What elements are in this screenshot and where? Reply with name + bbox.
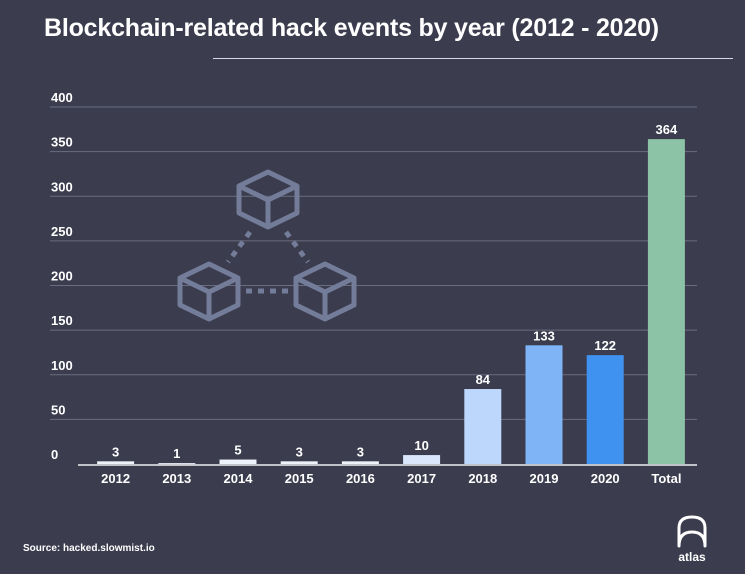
- data-label: 84: [476, 372, 491, 387]
- bar-2014: [219, 459, 257, 464]
- bar-chart: 0 50 100 150 200 250 300 350 400 3 1 5 3 3 10 84 133 122…: [50, 90, 697, 486]
- y-tick-label: 300: [51, 179, 73, 194]
- x-tick-label: 2018: [468, 471, 497, 486]
- y-tick-label: 50: [51, 402, 65, 417]
- x-tick-label: Total: [651, 471, 681, 486]
- chart-title: Blockchain-related hack events by year (…: [44, 14, 659, 42]
- bar-2018: [464, 389, 502, 464]
- data-label: 1: [173, 446, 180, 461]
- x-tick-label: 2014: [224, 471, 254, 486]
- data-label: 5: [234, 443, 241, 458]
- data-labels: 3 1 5 3 3 10 84 133 122 364: [112, 122, 678, 461]
- bar-total: [647, 139, 685, 464]
- bar-2015: [280, 461, 318, 464]
- atlas-logo-text: atlas: [678, 550, 706, 564]
- data-label: 133: [533, 328, 555, 343]
- data-label: 10: [414, 438, 428, 453]
- bar-2020: [586, 355, 624, 464]
- x-tick-label: 2017: [407, 471, 436, 486]
- data-label: 364: [656, 122, 678, 137]
- bar-2012: [97, 461, 135, 464]
- data-label: 3: [112, 444, 119, 459]
- source-note: Source: hacked.slowmist.io: [23, 543, 155, 554]
- x-tick-label: 2019: [530, 471, 559, 486]
- data-label: 3: [296, 444, 303, 459]
- x-tick-label: 2015: [285, 471, 314, 486]
- data-label: 3: [357, 444, 364, 459]
- title-divider: [213, 58, 733, 59]
- x-tick-label: 2012: [101, 471, 130, 486]
- x-tick-label: 2020: [591, 471, 620, 486]
- y-tick-label: 200: [51, 269, 73, 284]
- x-tick-label: 2016: [346, 471, 375, 486]
- y-tick-label: 400: [51, 90, 73, 105]
- atlas-logo-icon: atlas: [670, 514, 714, 568]
- x-tick-label: 2013: [162, 471, 191, 486]
- bar-2016: [341, 461, 379, 464]
- y-tick-label: 150: [51, 313, 73, 328]
- y-tick-label: 350: [51, 135, 73, 150]
- bar-2013: [158, 463, 196, 465]
- blockchain-cubes-icon: [177, 169, 357, 322]
- x-axis-ticks: 2012 2013 2014 2015 2016 2017 2018 2019 2020 Tota…: [101, 471, 681, 486]
- y-tick-label: 250: [51, 224, 73, 239]
- y-tick-label: 0: [51, 447, 58, 462]
- bar-2017: [403, 455, 441, 464]
- bars: [97, 139, 685, 465]
- bar-2019: [525, 345, 563, 464]
- y-axis-ticks: 0 50 100 150 200 250 300 350 400: [51, 90, 73, 462]
- y-tick-label: 100: [51, 358, 73, 373]
- data-label: 122: [594, 338, 616, 353]
